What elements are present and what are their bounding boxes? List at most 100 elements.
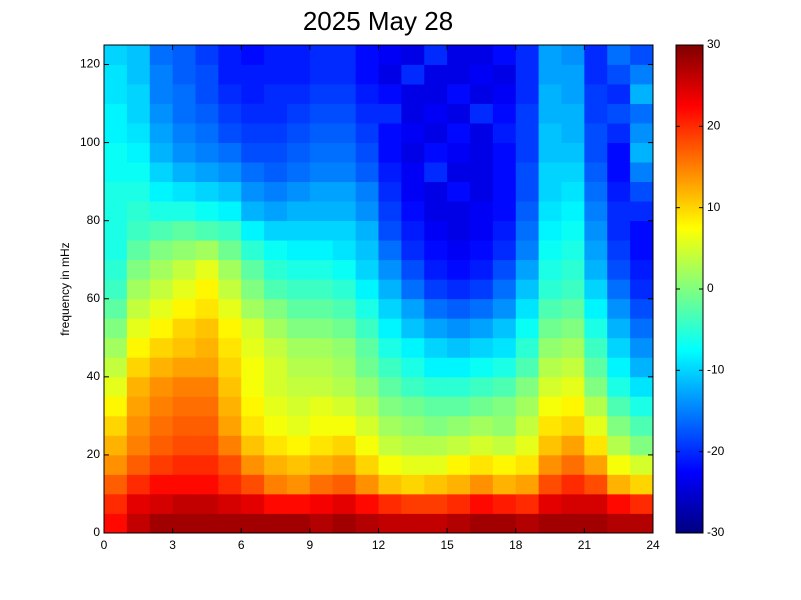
heatmap-cell [630,435,654,456]
heatmap-cell [218,337,242,358]
heatmap-cell [470,240,494,261]
heatmap-cell [447,474,471,495]
heatmap-cell [355,142,379,163]
heatmap-cell [195,357,219,378]
heatmap-cell [447,103,471,124]
heatmap-cell [515,415,540,436]
x-tick-label: 6 [238,538,245,552]
heatmap-cell [332,181,357,202]
heatmap-cell [538,220,562,241]
heatmap-cell [561,84,585,104]
heatmap-cell [492,84,517,104]
heatmap-cell [630,415,654,436]
heatmap-cell [264,454,288,475]
heatmap-cell [447,318,471,339]
heatmap-cell [287,396,311,417]
heatmap-cell [309,337,334,358]
heatmap-cell [584,376,608,397]
heatmap-cell [218,103,242,124]
heatmap-cell [447,64,471,85]
heatmap-cell [538,337,562,358]
heatmap-cell [492,259,517,280]
heatmap-cell [401,337,425,358]
heatmap-cell [515,240,540,261]
heatmap-cell [172,474,196,495]
heatmap-cell [492,162,517,183]
heatmap-cell [424,201,448,222]
heatmap-cell [332,396,357,417]
heatmap-cell [447,376,471,397]
heatmap-cell [584,162,608,183]
heatmap-cell [309,474,334,495]
heatmap-cell [470,220,494,241]
heatmap-cell [287,298,311,319]
heatmap-cell [561,493,585,514]
heatmap-cell [149,415,174,436]
heatmap-cell [241,220,265,241]
heatmap-cell [172,415,196,436]
heatmap-cell [401,84,425,104]
heatmap-cell [561,103,585,124]
heatmap-cell [470,493,494,514]
heatmap-cell [378,396,402,417]
heatmap-cell [492,396,517,417]
heatmap-cell [332,45,357,65]
heatmap-cell [241,201,265,222]
heatmap-cell [584,142,608,163]
heatmap-cell [561,64,585,85]
heatmap-cell [172,493,196,514]
heatmap-cell [630,162,654,183]
heatmap-cell [401,376,425,397]
heatmap-cell [287,376,311,397]
heatmap-cell [287,142,311,163]
heatmap-cell [104,357,128,378]
heatmap-cell [561,435,585,456]
heatmap-cell [401,142,425,163]
heatmap-cell [515,181,540,202]
heatmap-cell [378,181,402,202]
heatmap-cell [149,181,174,202]
heatmap-cell [630,337,654,358]
heatmap-cell [264,123,288,143]
heatmap-cell [538,357,562,378]
heatmap-cell [492,454,517,475]
heatmap-cell [218,357,242,378]
heatmap-cell [355,415,379,436]
heatmap-cell [630,142,654,163]
heatmap-cell [241,337,265,358]
heatmap-cell [607,513,631,534]
heatmap-cell [241,435,265,456]
heatmap-cell [630,84,654,104]
heatmap-cell [538,279,562,300]
heatmap-cell [538,415,562,436]
heatmap-cell [355,376,379,397]
heatmap-cell [309,493,334,514]
heatmap-cell [287,318,311,339]
heatmap-cell [470,181,494,202]
heatmap-cell [424,240,448,261]
heatmap-cell [195,103,219,124]
heatmap-cell [264,103,288,124]
heatmap-cell [561,259,585,280]
heatmap-cell [401,298,425,319]
heatmap-cell [104,162,128,183]
heatmap-cell [126,357,151,378]
heatmap-cell [332,103,357,124]
heatmap-cell [241,357,265,378]
heatmap-cell [401,259,425,280]
heatmap-cell [218,123,242,143]
heatmap-cell [104,64,128,85]
heatmap-cell [630,181,654,202]
heatmap-cell [309,142,334,163]
heatmap-cell [401,64,425,85]
heatmap-cell [104,181,128,202]
heatmap-cell [218,220,242,241]
heatmap-cell [149,474,174,495]
heatmap-cell [195,493,219,514]
heatmap-cell [287,513,311,534]
heatmap-cell [561,474,585,495]
y-tick-label: 60 [87,291,101,305]
heatmap-cell [172,181,196,202]
heatmap-cell [241,474,265,495]
heatmap-cell [104,337,128,358]
